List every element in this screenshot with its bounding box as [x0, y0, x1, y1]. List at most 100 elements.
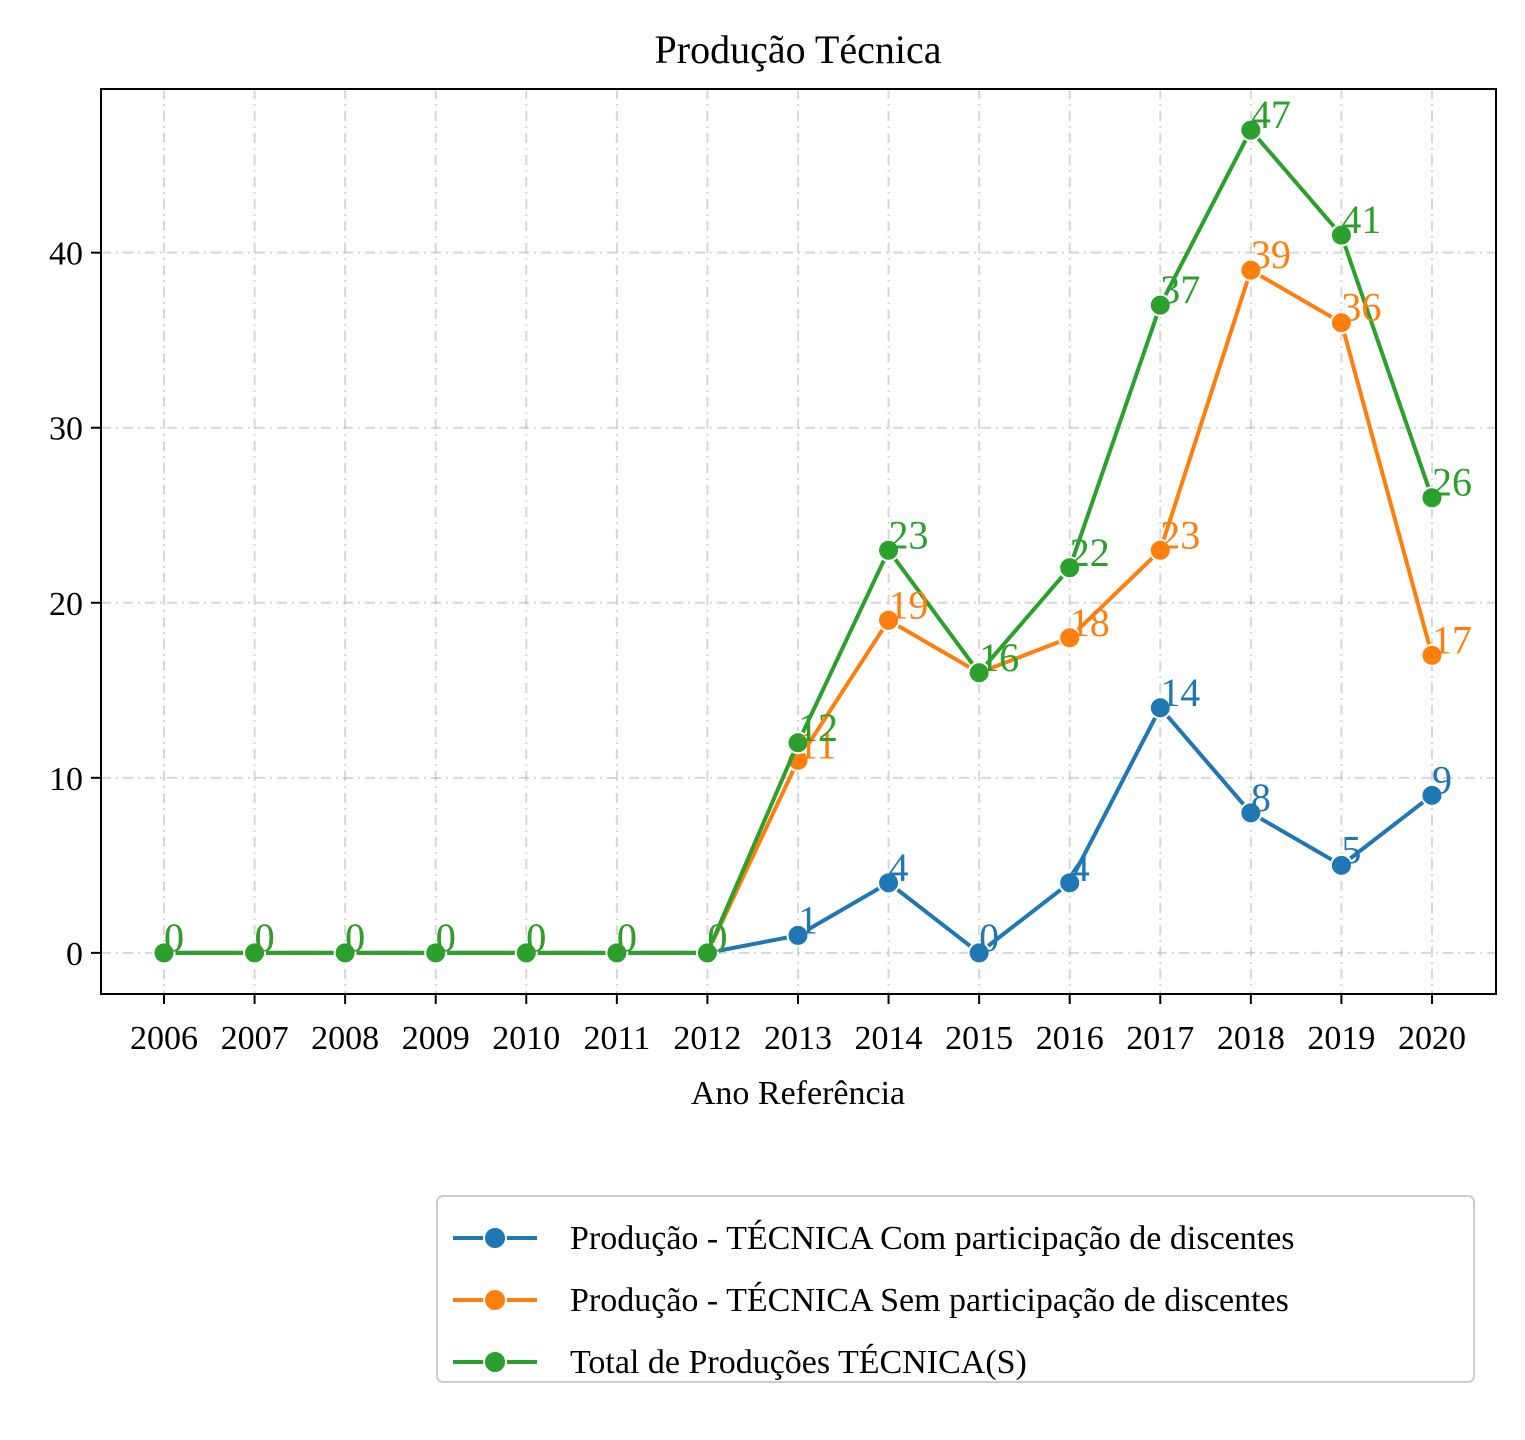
data-point: [695, 941, 719, 965]
data-label: 0: [255, 915, 275, 960]
legend-marker: [483, 1350, 507, 1374]
x-tick-label: 2016: [1036, 1020, 1104, 1057]
data-point: [1148, 293, 1172, 317]
data-label: 0: [617, 915, 637, 960]
data-point: [152, 941, 176, 965]
legend-box: [436, 1195, 1475, 1383]
data-point: [877, 538, 901, 562]
legend-label: Total de Produções TÉCNICA(S): [570, 1344, 1027, 1381]
data-label: 0: [164, 915, 184, 960]
legend-label: Produção - TÉCNICA Sem participação de d…: [570, 1282, 1289, 1319]
data-label: 47: [1251, 92, 1291, 137]
series-layer: [152, 118, 1444, 965]
data-point: [1239, 801, 1263, 825]
data-label: 26: [1432, 460, 1472, 505]
x-tick-label: 2012: [673, 1020, 741, 1057]
data-point: [1420, 486, 1444, 510]
y-tick-label: 40: [49, 236, 83, 273]
legend: Produção - TÉCNICA Com participação de d…: [436, 1195, 1475, 1383]
data-label: 0: [164, 915, 184, 960]
data-point: [1239, 258, 1263, 282]
y-tick-label: 20: [49, 586, 83, 623]
x-tick-label: 2015: [945, 1020, 1013, 1057]
data-point: [514, 941, 538, 965]
x-tick-label: 2006: [130, 1020, 198, 1057]
data-label: 0: [255, 915, 275, 960]
data-point: [786, 923, 810, 947]
data-point: [1058, 871, 1082, 895]
chart-title: Produção Técnica: [655, 27, 942, 72]
data-label: 0: [345, 915, 365, 960]
data-label: 0: [526, 915, 546, 960]
data-label: 23: [1160, 512, 1200, 557]
y-tick-label: 0: [66, 936, 83, 973]
data-point: [1329, 223, 1353, 247]
data-point: [605, 941, 629, 965]
data-label: 0: [707, 915, 727, 960]
data-point: [967, 661, 991, 685]
x-axis-label: Ano Referência: [691, 1075, 905, 1112]
data-point: [877, 871, 901, 895]
data-label: 0: [255, 915, 275, 960]
data-label: 0: [526, 915, 546, 960]
x-tick-label: 2007: [221, 1020, 289, 1057]
data-label: 18: [1070, 600, 1110, 645]
y-tick-label: 10: [49, 761, 83, 798]
data-label: 22: [1070, 530, 1110, 575]
data-label: 0: [436, 915, 456, 960]
data-label: 0: [617, 915, 637, 960]
x-tick-label: 2013: [764, 1020, 832, 1057]
x-tick-label: 2017: [1126, 1020, 1194, 1057]
legend-marker: [483, 1226, 507, 1250]
data-label: 5: [1341, 827, 1361, 872]
data-point: [1239, 118, 1263, 142]
data-point: [967, 941, 991, 965]
data-label: 39: [1251, 232, 1291, 277]
data-label: 36: [1341, 285, 1381, 330]
data-point: [786, 731, 810, 755]
x-axis-ticks: 2006 2007 2008 2009 2010 2011 2012 2013 2014 2015…: [130, 994, 1466, 1057]
data-label: 17: [1432, 617, 1472, 662]
data-point: [333, 941, 357, 965]
data-point: [877, 608, 901, 632]
x-tick-label: 2018: [1217, 1020, 1285, 1057]
x-tick-label: 2020: [1398, 1020, 1466, 1057]
grid: [101, 89, 1496, 994]
data-label: 12: [798, 705, 838, 750]
x-tick-label: 2019: [1307, 1020, 1375, 1057]
data-point: [1058, 626, 1082, 650]
data-label: 1: [798, 897, 818, 942]
data-label: 41: [1341, 197, 1381, 242]
data-point: [1058, 556, 1082, 580]
data-label: 4: [889, 845, 909, 890]
x-tick-label: 2011: [583, 1020, 650, 1057]
y-axis-ticks: 0 10 20 30 40: [49, 236, 101, 973]
data-point: [424, 941, 448, 965]
data-label: 0: [164, 915, 184, 960]
legend-marker: [483, 1288, 507, 1312]
data-label: 11: [798, 722, 837, 767]
y-tick-label: 30: [49, 411, 83, 448]
data-label: 0: [345, 915, 365, 960]
data-label: 14: [1160, 670, 1200, 715]
data-label: 0: [707, 915, 727, 960]
x-tick-label: 2010: [492, 1020, 560, 1057]
data-label: 0: [436, 915, 456, 960]
data-label: 37: [1160, 267, 1200, 312]
data-label: 23: [889, 512, 929, 557]
data-label: 4: [1070, 845, 1090, 890]
x-tick-label: 2008: [311, 1020, 379, 1057]
data-label: 19: [889, 582, 929, 627]
x-tick-label: 2009: [402, 1020, 470, 1057]
data-label: 0: [436, 915, 456, 960]
data-label: 16: [979, 635, 1019, 680]
data-point: [1420, 783, 1444, 807]
data-point: [1329, 311, 1353, 335]
legend-label: Produção - TÉCNICA Com participação de d…: [570, 1220, 1295, 1257]
data-point: [1148, 696, 1172, 720]
data-label: 0: [526, 915, 546, 960]
data-label: 16: [979, 635, 1019, 680]
data-label: 0: [617, 915, 637, 960]
